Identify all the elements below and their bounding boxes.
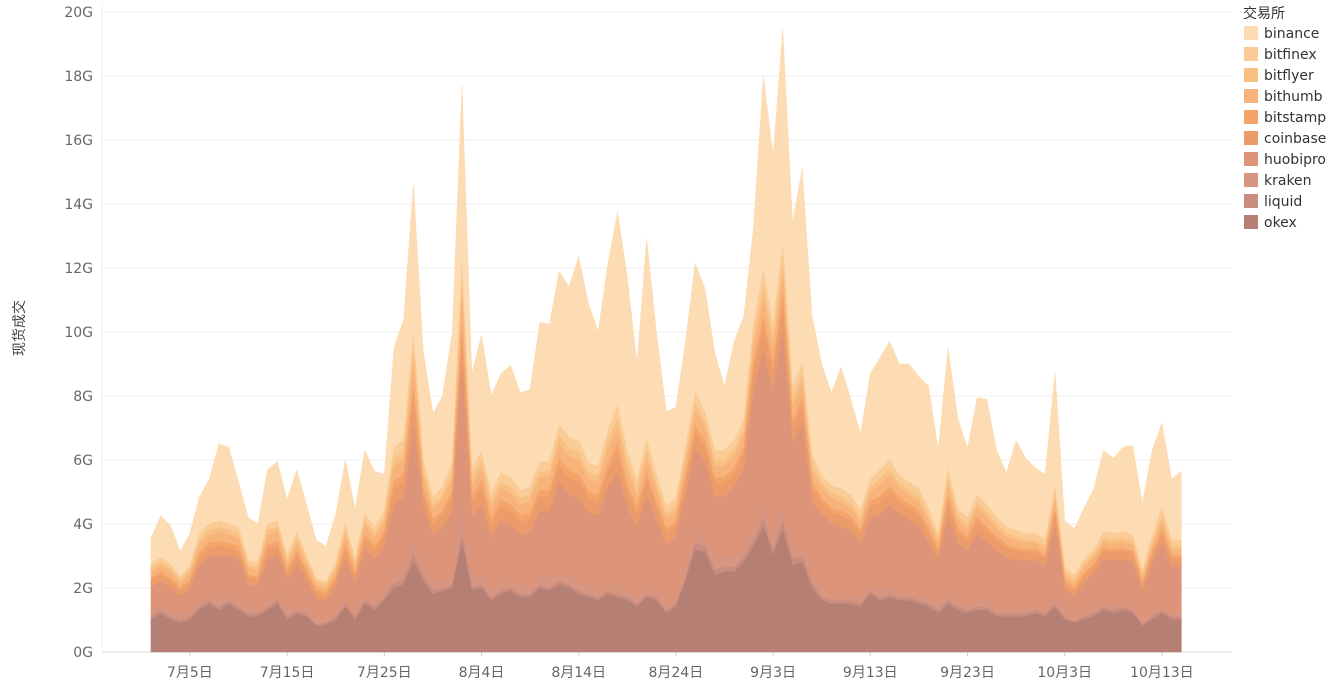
x-tick-label: 8月24日 bbox=[649, 665, 704, 681]
y-tick-label: 4G bbox=[73, 517, 93, 533]
legend-label-okex[interactable]: okex bbox=[1264, 215, 1297, 231]
legend-label-huobipro[interactable]: huobipro bbox=[1264, 152, 1326, 168]
x-tick-label: 9月13日 bbox=[843, 665, 898, 681]
legend-label-kraken[interactable]: kraken bbox=[1264, 173, 1312, 189]
legend-label-liquid[interactable]: liquid bbox=[1264, 194, 1302, 210]
x-tick-label: 8月4日 bbox=[459, 665, 505, 681]
x-tick-label: 7月25日 bbox=[357, 665, 412, 681]
legend-label-bithumb[interactable]: bithumb bbox=[1264, 89, 1323, 105]
y-tick-label: 2G bbox=[73, 581, 93, 597]
y-tick-label: 18G bbox=[64, 69, 93, 85]
area-binance bbox=[150, 29, 1182, 582]
legend-swatch-okex bbox=[1244, 215, 1258, 229]
y-tick-label: 14G bbox=[64, 197, 93, 213]
legend-swatch-bitstamp bbox=[1244, 110, 1258, 124]
legend-label-bitflyer[interactable]: bitflyer bbox=[1264, 68, 1314, 84]
y-tick-label: 0G bbox=[73, 645, 93, 661]
y-axis: 0G 2G 4G 6G 8G 10G 12G 14G 16G 18G 20G bbox=[64, 5, 93, 661]
legend-label-coinbase[interactable]: coinbase bbox=[1264, 131, 1326, 147]
y-tick-label: 16G bbox=[64, 133, 93, 149]
legend-swatch-binance bbox=[1244, 26, 1258, 40]
x-tick-label: 10月3日 bbox=[1037, 665, 1092, 681]
legend-swatch-huobipro bbox=[1244, 152, 1258, 166]
legend-swatch-coinbase bbox=[1244, 131, 1258, 145]
y-tick-label: 20G bbox=[64, 5, 93, 21]
legend-label-bitfinex[interactable]: bitfinex bbox=[1264, 47, 1317, 63]
legend: 交易所 binance bitfinex bitflyer bithumb bitsta… bbox=[1243, 5, 1326, 231]
x-tick-label: 7月15日 bbox=[260, 665, 315, 681]
legend-title: 交易所 bbox=[1243, 5, 1285, 22]
legend-swatch-bitfinex bbox=[1244, 47, 1258, 61]
x-axis: 7月5日 7月15日 7月25日 8月4日 8月14日 8月24日 9月3日 9月13日 9月2… bbox=[167, 652, 1194, 681]
x-tick-label: 7月5日 bbox=[167, 665, 213, 681]
x-tick-label: 10月13日 bbox=[1130, 665, 1194, 681]
x-tick-label: 9月23日 bbox=[940, 665, 995, 681]
legend-label-bitstamp[interactable]: bitstamp bbox=[1264, 110, 1326, 126]
legend-swatch-bitflyer bbox=[1244, 68, 1258, 82]
y-tick-label: 8G bbox=[73, 389, 93, 405]
x-tick-label: 9月3日 bbox=[750, 665, 796, 681]
legend-swatch-liquid bbox=[1244, 194, 1258, 208]
legend-label-binance[interactable]: binance bbox=[1264, 26, 1319, 42]
legend-swatch-bithumb bbox=[1244, 89, 1258, 103]
x-tick-label: 8月14日 bbox=[551, 665, 606, 681]
y-axis-label: 现货成交 bbox=[11, 300, 28, 356]
area-okex bbox=[150, 526, 1182, 653]
area-series-group bbox=[150, 29, 1182, 653]
y-tick-label: 10G bbox=[64, 325, 93, 341]
legend-swatch-kraken bbox=[1244, 173, 1258, 187]
y-tick-label: 6G bbox=[73, 453, 93, 469]
y-tick-label: 12G bbox=[64, 261, 93, 277]
